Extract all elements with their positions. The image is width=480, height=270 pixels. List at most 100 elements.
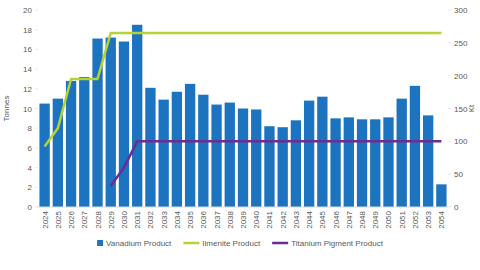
x-tick-label: 2054: [437, 210, 446, 228]
y-axis-title: Tonnes: [2, 96, 11, 122]
plot-area: [39, 25, 446, 207]
bar: [185, 84, 195, 207]
y-tick: [35, 88, 38, 89]
bar: [172, 92, 182, 207]
y-tick: [35, 147, 38, 148]
bar: [198, 95, 208, 207]
y-tick-label: 18: [23, 26, 32, 35]
y2-tick-label: 300: [454, 6, 468, 15]
y2-tick: [448, 207, 451, 208]
y2-tick-label: 0: [454, 203, 459, 212]
y2-tick: [448, 108, 451, 109]
y2-tick: [448, 75, 451, 76]
bar: [278, 127, 288, 207]
y2-tick-label: 50: [454, 170, 463, 179]
x-tick-label: 2035: [186, 210, 195, 228]
x-tick-label: 2034: [173, 210, 182, 228]
bar: [211, 105, 221, 207]
x-tick-label: 2048: [358, 210, 367, 228]
y-tick: [35, 187, 38, 188]
legend: Vanadium Product Ilmenite Product Titanium…: [97, 239, 384, 248]
x-tick-label: 2050: [384, 210, 393, 228]
legend-swatch: [97, 240, 103, 246]
x-tick-label: 2029: [107, 210, 116, 228]
bar: [317, 97, 327, 207]
y-tick-label: 14: [23, 65, 32, 74]
y-tick: [35, 108, 38, 109]
line: [45, 33, 442, 147]
bar: [79, 77, 89, 207]
y-tick-label: 20: [23, 6, 32, 15]
bar: [145, 88, 155, 207]
x-tick-label: 2031: [133, 210, 142, 228]
x-tick-label: 2040: [252, 210, 261, 228]
y-tick: [35, 29, 38, 30]
x-tick-label: 2049: [371, 210, 380, 228]
x-tick-label: 2042: [279, 210, 288, 228]
bar: [410, 86, 420, 207]
x-tick-label: 2024: [41, 210, 50, 228]
chart: 02468101214161820050100150200250300Tonne…: [0, 0, 480, 270]
bar: [330, 118, 340, 207]
x-tick-label: 2046: [332, 210, 341, 228]
y-tick-label: 2: [28, 183, 33, 192]
y2-axis-title: Kt: [467, 104, 476, 112]
x-tick-label: 2044: [305, 210, 314, 228]
y-tick: [35, 10, 38, 11]
line: [111, 141, 442, 186]
y-tick: [35, 49, 38, 50]
x-tick-label: 2027: [80, 210, 89, 228]
bar: [264, 126, 274, 207]
y2-tick-label: 100: [454, 137, 468, 146]
y-tick: [35, 207, 38, 208]
y-tick-label: 12: [23, 85, 32, 94]
y-tick: [35, 69, 38, 70]
y2-tick-label: 200: [454, 72, 468, 81]
bar: [39, 104, 49, 207]
x-tick-label: 2038: [226, 210, 235, 228]
bar: [344, 117, 354, 207]
x-tick-label: 2047: [345, 210, 354, 228]
bar: [370, 119, 380, 207]
y-tick: [35, 167, 38, 168]
x-tick-label: 2030: [120, 210, 129, 228]
legend-swatch: [183, 242, 199, 245]
bar: [119, 42, 129, 207]
y2-tick: [448, 42, 451, 43]
x-tick-label: 2052: [411, 210, 420, 228]
bar: [436, 184, 446, 207]
legend-swatch: [272, 242, 288, 245]
x-tick-label: 2041: [265, 210, 274, 228]
x-tick-label: 2053: [424, 210, 433, 228]
y-tick-label: 10: [23, 105, 32, 114]
x-axis: [38, 207, 448, 208]
y-tick-label: 0: [28, 203, 33, 212]
bar: [132, 25, 142, 207]
y-tick-label: 16: [23, 45, 32, 54]
legend-label: Vanadium Product: [106, 239, 172, 248]
y2-tick: [448, 174, 451, 175]
bar: [304, 101, 314, 207]
bar: [397, 99, 407, 207]
y2-tick: [448, 10, 451, 11]
x-tick-label: 2026: [67, 210, 76, 228]
bar: [423, 115, 433, 207]
y-tick-label: 8: [28, 124, 33, 133]
x-tick-label: 2036: [199, 210, 208, 228]
bar: [383, 117, 393, 207]
y-tick: [35, 128, 38, 129]
bar: [357, 119, 367, 207]
y2-tick: [448, 141, 451, 142]
x-tick-label: 2028: [94, 210, 103, 228]
legend-label: Ilmenite Product: [202, 239, 261, 248]
bar: [66, 81, 76, 207]
bar: [225, 103, 235, 207]
x-tick-label: 2043: [292, 210, 301, 228]
x-tick-label: 2039: [239, 210, 248, 228]
x-tick-label: 2033: [160, 210, 169, 228]
x-tick-label: 2045: [318, 210, 327, 228]
y2-tick-label: 150: [454, 105, 468, 114]
legend-label: Titanium Pigment Product: [291, 239, 384, 248]
x-tick-label: 2037: [213, 210, 222, 228]
x-tick-label: 2032: [146, 210, 155, 228]
